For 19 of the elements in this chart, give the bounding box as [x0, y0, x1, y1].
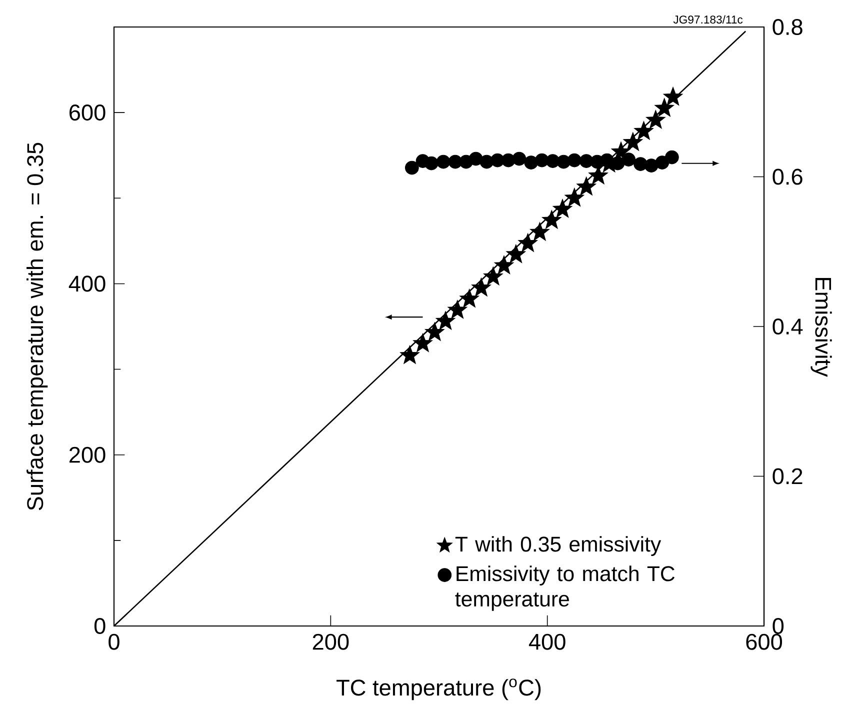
text: JG97.183/11c [673, 15, 743, 24]
y-axis-title: Surface temperature with em. = 0.35 [26, 142, 48, 510]
legend-label: T with 0.35 emissivity [455, 536, 662, 556]
y2-tick-label: 0.6 [772, 168, 802, 185]
x-tick-label: 400 [528, 634, 566, 650]
y-tick-label: 200 [70, 446, 106, 463]
legend-label: Emissivity to match TC temperature [455, 566, 675, 611]
y2-tick-label: 0 [772, 618, 784, 634]
y2-tick-label: 0.2 [772, 468, 802, 484]
y-tick-label: 0 [94, 618, 106, 634]
y-tick-label: 400 [68, 276, 106, 292]
x-axis-title: TC temperature ($^{o}$C) [336, 678, 541, 700]
x-tick-label: 200 [312, 634, 349, 650]
y2-tick-label: 0.8 [772, 18, 802, 36]
x-tick-label: 600 [746, 634, 782, 650]
y-tick-label: 600 [70, 104, 106, 121]
x-tick-label: 0 [108, 634, 120, 650]
y2-tick-label: 0.4 [772, 318, 803, 335]
y2-axis-title: Emissivity [810, 278, 832, 377]
